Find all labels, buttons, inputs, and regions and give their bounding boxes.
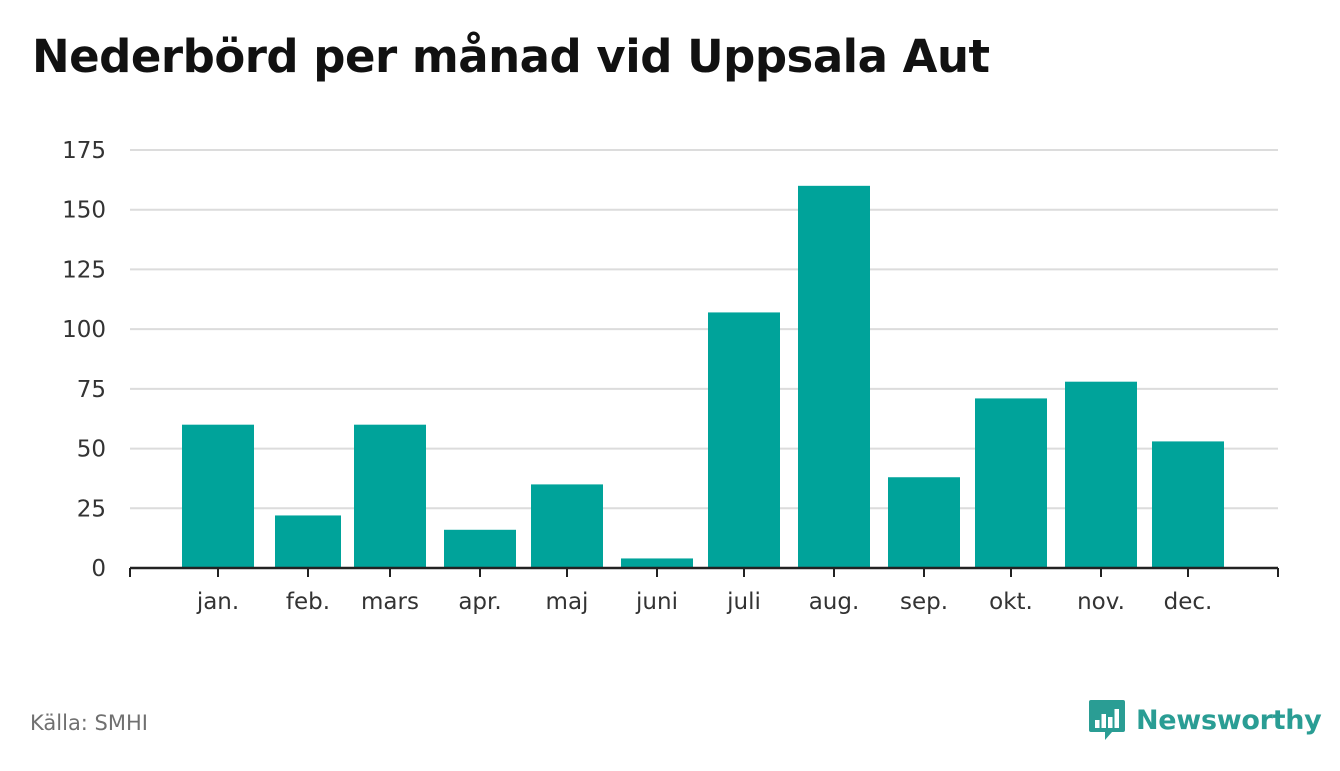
- x-tick-label: mars: [361, 589, 419, 615]
- x-axis-tick-labels: jan. feb. mars apr. maj juni juli aug. sep. okt. n…: [196, 589, 1213, 615]
- bar: [354, 424, 426, 568]
- y-tick-label: 0: [91, 556, 106, 582]
- x-tick-label: jan.: [196, 589, 239, 615]
- y-tick-label: 150: [62, 198, 106, 224]
- source-note: Källa: SMHI: [30, 711, 148, 735]
- x-tick-label: feb.: [286, 589, 330, 615]
- chart-title: Nederbörd per månad vid Uppsala Aut: [32, 30, 990, 83]
- brand-name: Newsworthy: [1136, 704, 1322, 736]
- bar: [182, 424, 254, 568]
- bars: [182, 185, 1224, 569]
- x-tick-label: apr.: [458, 589, 501, 615]
- x-tick-label: nov.: [1077, 589, 1125, 615]
- bar: [798, 185, 870, 569]
- bar: [708, 312, 780, 568]
- y-axis-tick-labels: 0 25 50 75 100 125 150 175: [62, 138, 106, 582]
- bar: [1065, 381, 1137, 568]
- y-tick-label: 100: [62, 317, 106, 343]
- y-tick-label: 25: [77, 496, 106, 522]
- x-tick-label: okt.: [989, 589, 1033, 615]
- bar: [531, 484, 603, 568]
- x-tick-label: maj: [546, 589, 589, 615]
- x-tick-label: aug.: [809, 589, 860, 615]
- bar: [621, 558, 693, 568]
- y-tick-label: 175: [62, 138, 106, 164]
- bar: [1152, 441, 1224, 568]
- x-tick-label: dec.: [1164, 589, 1213, 615]
- y-tick-label: 75: [77, 377, 106, 403]
- bar: [975, 398, 1047, 568]
- y-tick-label: 50: [77, 437, 106, 463]
- bar: [275, 515, 341, 568]
- bar: [888, 477, 960, 568]
- y-tick-label: 125: [62, 257, 106, 283]
- x-axis: [129, 566, 1279, 577]
- gridlines: [130, 149, 1278, 510]
- x-tick-label: juni: [635, 589, 678, 615]
- bar: [444, 529, 516, 568]
- x-tick-label: sep.: [900, 589, 948, 615]
- x-tick-label: juli: [726, 589, 761, 615]
- newsworthy-logo-icon: [1089, 700, 1125, 740]
- brand-logo: Newsworthy: [1088, 698, 1322, 742]
